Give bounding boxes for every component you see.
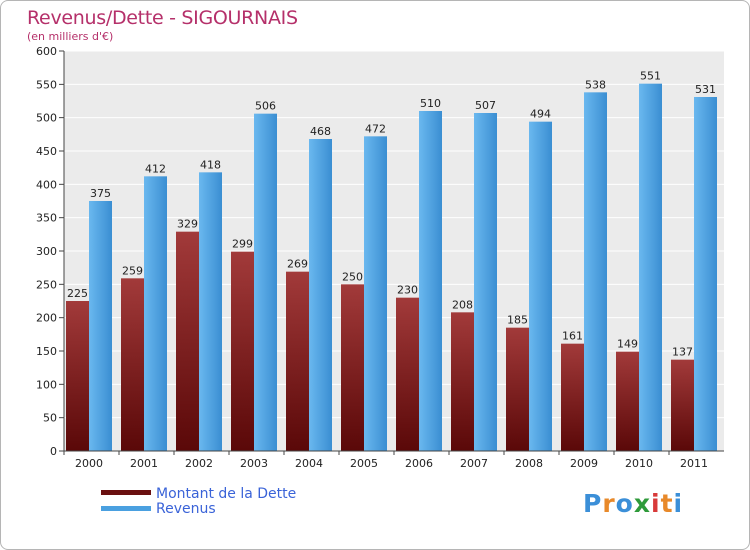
legend-label-revenus: Revenus bbox=[156, 501, 216, 517]
data-label-dette: 225 bbox=[67, 287, 88, 300]
bar-revenus bbox=[639, 83, 662, 452]
bar-revenus bbox=[529, 121, 552, 452]
data-label-revenus: 494 bbox=[530, 108, 551, 121]
x-tick-label: 2000 bbox=[75, 457, 103, 470]
data-label-dette: 208 bbox=[452, 298, 473, 311]
data-label-dette: 299 bbox=[232, 238, 253, 251]
data-labels: 225 375 259 412 329 418 299 506 269 468 250 472 230 5… bbox=[67, 70, 716, 359]
bar-dette bbox=[121, 278, 144, 451]
bar-revenus bbox=[89, 201, 112, 451]
data-label-dette: 185 bbox=[507, 314, 528, 327]
y-tick-label: 0 bbox=[50, 445, 57, 458]
data-label-revenus: 472 bbox=[365, 122, 386, 135]
y-tick-label: 300 bbox=[36, 245, 57, 258]
y-axis: 0 50 100 150 200 250 300 350 400 450 500 550 600 bbox=[36, 45, 65, 458]
data-label-revenus: 506 bbox=[255, 100, 276, 113]
x-tick-label: 2004 bbox=[295, 457, 323, 470]
x-tick-label: 2005 bbox=[350, 457, 378, 470]
x-tick-label: 2001 bbox=[130, 457, 158, 470]
y-tick-label: 600 bbox=[36, 45, 57, 58]
data-label-dette: 259 bbox=[122, 264, 143, 277]
data-label-dette: 149 bbox=[617, 338, 638, 351]
y-tick-label: 450 bbox=[36, 145, 57, 158]
data-label-revenus: 531 bbox=[695, 83, 716, 96]
logo-letter: P bbox=[583, 489, 603, 518]
data-label-revenus: 418 bbox=[200, 158, 221, 171]
bar-revenus bbox=[144, 176, 167, 452]
bar-revenus bbox=[419, 111, 442, 451]
chart-title: Revenus/Dette - SIGOURNAIS bbox=[27, 7, 298, 29]
data-label-dette: 137 bbox=[672, 346, 693, 359]
bar-dette bbox=[66, 301, 89, 451]
x-axis: 2000 2001 2002 2003 2004 2005 2006 2007 2008 2009… bbox=[63, 450, 724, 470]
bar-dette bbox=[176, 231, 199, 451]
bar-dette bbox=[341, 284, 364, 451]
y-tick-label: 50 bbox=[43, 412, 57, 425]
bar-dette bbox=[616, 351, 639, 451]
data-label-revenus: 510 bbox=[420, 97, 441, 110]
y-tick-label: 150 bbox=[36, 345, 57, 358]
y-tick-label: 200 bbox=[36, 312, 57, 325]
grid-lines bbox=[64, 50, 724, 452]
data-label-revenus: 538 bbox=[585, 78, 606, 91]
x-tick-label: 2007 bbox=[460, 457, 488, 470]
logo-letter: o bbox=[615, 489, 634, 518]
x-tick-label: 2008 bbox=[515, 457, 543, 470]
proxiti-logo: Proxiti bbox=[583, 489, 683, 518]
y-tick-label: 500 bbox=[36, 112, 57, 125]
bar-dette bbox=[561, 343, 584, 451]
logo-letter: r bbox=[602, 489, 616, 518]
bar-revenus bbox=[309, 139, 332, 451]
bar-dette bbox=[451, 312, 474, 451]
bar-revenus bbox=[694, 97, 717, 451]
data-label-revenus: 507 bbox=[475, 99, 496, 112]
chart-subtitle: (en milliers d'€) bbox=[27, 30, 114, 43]
x-tick-label: 2006 bbox=[405, 457, 433, 470]
bar-dette bbox=[286, 271, 309, 451]
y-tick-label: 100 bbox=[36, 378, 57, 391]
logo-letter: i bbox=[673, 489, 684, 518]
data-label-dette: 269 bbox=[287, 258, 308, 271]
data-label-revenus: 468 bbox=[310, 125, 331, 138]
legend-swatch-debt bbox=[101, 490, 151, 495]
x-tick-label: 2010 bbox=[625, 457, 653, 470]
data-label-dette: 161 bbox=[562, 330, 583, 343]
x-tick-label: 2009 bbox=[570, 457, 598, 470]
bar-revenus bbox=[364, 136, 387, 452]
data-label-revenus: 551 bbox=[640, 70, 661, 83]
y-tick-label: 250 bbox=[36, 278, 57, 291]
x-tick-label: 2011 bbox=[680, 457, 708, 470]
bar-dette bbox=[396, 297, 419, 451]
bar-dette bbox=[671, 359, 694, 451]
bar-dette bbox=[506, 327, 529, 451]
data-label-dette: 329 bbox=[177, 218, 198, 231]
legend-swatch-revenus bbox=[101, 506, 151, 511]
x-tick-label: 2003 bbox=[240, 457, 268, 470]
bar-dette bbox=[231, 251, 254, 451]
logo-letter: x bbox=[633, 489, 651, 518]
y-tick-label: 550 bbox=[36, 78, 57, 91]
legend-label-debt: Montant de la Dette bbox=[156, 486, 297, 502]
y-tick-label: 400 bbox=[36, 178, 57, 191]
y-tick-label: 350 bbox=[36, 212, 57, 225]
logo-letter: i bbox=[651, 489, 661, 518]
data-label-revenus: 412 bbox=[145, 162, 166, 175]
logo-letter: t bbox=[660, 489, 674, 518]
data-label-dette: 230 bbox=[397, 284, 418, 297]
bar-revenus bbox=[584, 92, 607, 451]
data-label-revenus: 375 bbox=[90, 187, 111, 200]
data-label-dette: 250 bbox=[342, 270, 363, 283]
bar-revenus bbox=[199, 172, 222, 452]
x-tick-label: 2002 bbox=[185, 457, 213, 470]
bar-revenus bbox=[474, 113, 497, 451]
bars bbox=[66, 83, 717, 452]
bar-revenus bbox=[254, 113, 277, 452]
